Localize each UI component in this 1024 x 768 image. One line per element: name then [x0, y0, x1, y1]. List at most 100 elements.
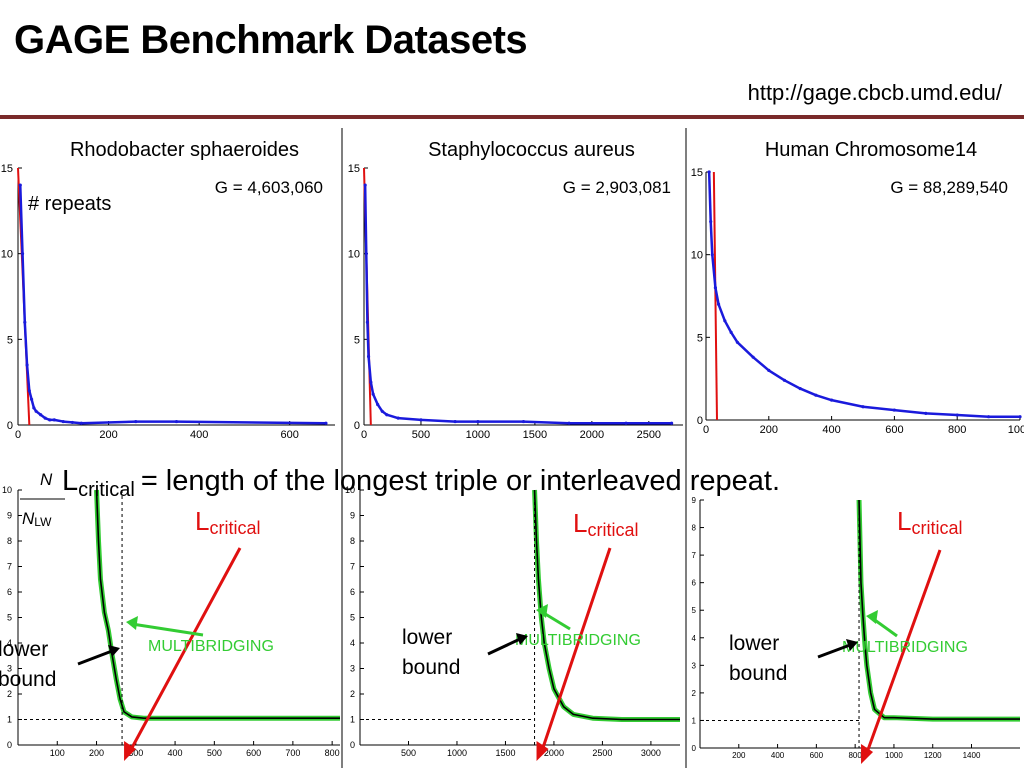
repeat-count-point — [710, 253, 714, 257]
y-tick-label: 0 — [354, 420, 360, 432]
multibridging-label: MULTIBRIDGING — [842, 639, 968, 656]
y-tick-label: 5 — [697, 332, 703, 344]
y-tick-label: 6 — [692, 579, 697, 588]
repeat-count-point — [27, 389, 31, 393]
x-tick-label: 2500 — [637, 429, 661, 441]
repeat-count-point — [79, 421, 83, 425]
lcritical-subscript: critical — [209, 518, 260, 538]
source-url[interactable]: http://gage.cbcb.umd.edu/ — [747, 80, 1002, 105]
x-tick-label: 3000 — [641, 748, 661, 758]
x-tick-label: 0 — [15, 429, 21, 441]
lcritical-label: Lcritical — [573, 508, 638, 540]
genome-size-annotation: G = 4,603,060 — [215, 178, 323, 197]
x-tick-label: 200 — [760, 424, 778, 436]
x-tick-label: 400 — [822, 424, 840, 436]
lcritical-subscript: critical — [911, 518, 962, 538]
y-tick-label: 4 — [692, 634, 697, 643]
lower-bound-line-2: bound — [0, 668, 56, 691]
repeat-count-point — [43, 416, 47, 420]
repeat-count-point — [709, 220, 713, 224]
repeat-count-point — [729, 330, 733, 334]
repeat-count-point — [70, 420, 74, 425]
genome-size-annotation: G = 88,289,540 — [890, 178, 1008, 197]
y-tick-label: 2 — [350, 689, 355, 699]
repeat-count-point — [174, 419, 179, 424]
lcritical-label: Lcritical — [897, 506, 962, 538]
y-tick-label: 4 — [7, 638, 12, 648]
repeat-count-point — [61, 419, 65, 424]
repeat-count-point — [814, 393, 818, 397]
fraction-denominator: NLW — [22, 509, 52, 529]
repeat-count-point — [567, 421, 571, 425]
repeat-count-point — [453, 419, 457, 424]
x-tick-label: 1200 — [924, 751, 942, 760]
lcritical-arrow — [126, 547, 242, 756]
y-tick-label: 10 — [348, 249, 360, 261]
y-tick-label: 9 — [692, 496, 697, 505]
multibridging-arrowhead — [536, 604, 548, 618]
y-tick-label: 5 — [692, 606, 697, 615]
repeat-count-point — [324, 421, 328, 425]
x-tick-label: 300 — [128, 748, 143, 758]
repeat-count-point — [955, 413, 959, 417]
repeat-count-point — [830, 398, 834, 402]
y-tick-label: 7 — [7, 562, 12, 572]
y-tick-label: 2 — [7, 689, 12, 699]
repeat-count-point — [366, 354, 371, 359]
y-tick-label: 10 — [1, 249, 13, 261]
lcritical-subscript: critical — [587, 520, 638, 540]
y-tick-label: 5 — [354, 334, 360, 346]
x-tick-label: 200 — [99, 429, 117, 441]
lower-bound-line-2: bound — [729, 662, 787, 685]
y-tick-label: 5 — [7, 613, 12, 623]
lower-bound-label: lower bound — [729, 632, 787, 685]
caption-sentence: Lcritical = length of the longest triple … — [62, 465, 780, 501]
lower-bound-line-1: lower — [0, 638, 48, 661]
multibridging-arrowhead — [866, 610, 878, 624]
y-tick-label: 1 — [7, 715, 12, 725]
repeat-count-curve — [707, 171, 1020, 418]
lower-bound-arrowhead — [108, 645, 120, 657]
repeat-count-point — [1018, 415, 1022, 419]
y-tick-label: 0 — [7, 420, 13, 432]
repeat-count-point — [798, 386, 802, 391]
x-tick-label: 100 — [50, 748, 65, 758]
y-tick-label: 10 — [345, 485, 355, 495]
repeat-count-point — [624, 421, 628, 425]
y-tick-label: 2 — [692, 689, 697, 698]
y-tick-label: 6 — [7, 587, 12, 597]
lcritical-arrowhead — [536, 741, 549, 761]
repeat-count-point — [380, 409, 384, 413]
lcritical-arrowhead — [124, 741, 137, 761]
y-tick-label: 10 — [2, 485, 12, 495]
y-tick-label: 5 — [350, 613, 355, 623]
lower-bound-arrow — [487, 637, 521, 656]
fraction-numerator: N — [40, 470, 53, 489]
chart-4: 0 1 2 3 4 5 6 7 8 9 10 100 200 300 400 500 600 700 800 Lcri… — [0, 485, 340, 761]
repeat-count-point — [521, 419, 526, 424]
y-tick-label: 9 — [350, 511, 355, 521]
lower-bound-arrowhead — [516, 633, 528, 645]
repeat-count-point — [924, 411, 928, 415]
repeat-count-point — [29, 397, 34, 401]
y-tick-label: 7 — [350, 562, 355, 572]
y-tick-label: 10 — [691, 250, 703, 262]
repeat-count-point — [723, 319, 727, 323]
x-tick-label: 400 — [190, 429, 208, 441]
x-tick-label: 200 — [732, 751, 746, 760]
y-tick-label: 3 — [350, 664, 355, 674]
lcritical-arrowhead — [861, 744, 874, 764]
y-tick-label: 8 — [692, 524, 697, 533]
repeat-count-point — [419, 418, 423, 422]
y-tick-label: 3 — [7, 664, 12, 674]
repeat-count-point — [365, 320, 370, 324]
repeat-count-point — [751, 355, 755, 359]
x-tick-label: 600 — [885, 424, 903, 436]
y-tick-label: 1 — [350, 715, 355, 725]
repeat-count-point — [376, 402, 380, 407]
x-tick-label: 500 — [412, 429, 430, 441]
multibridging-curve-black — [95, 489, 340, 720]
repeat-count-point — [48, 418, 52, 422]
x-tick-label: 1000 — [447, 748, 467, 758]
lower-bound-line-1: lower — [729, 632, 779, 655]
